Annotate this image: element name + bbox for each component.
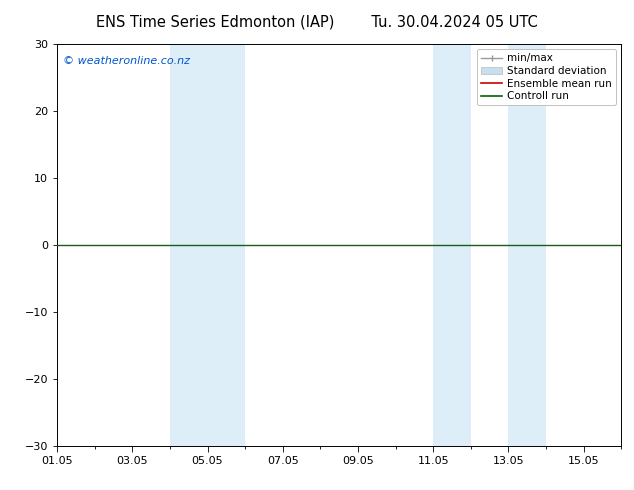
Text: ENS Time Series Edmonton (IAP)        Tu. 30.04.2024 05 UTC: ENS Time Series Edmonton (IAP) Tu. 30.04… — [96, 15, 538, 30]
Bar — [207, 44, 245, 446]
Bar — [508, 44, 546, 446]
Text: © weatheronline.co.nz: © weatheronline.co.nz — [63, 56, 190, 66]
Bar — [433, 44, 471, 446]
Bar — [170, 44, 207, 446]
Legend: min/max, Standard deviation, Ensemble mean run, Controll run: min/max, Standard deviation, Ensemble me… — [477, 49, 616, 105]
